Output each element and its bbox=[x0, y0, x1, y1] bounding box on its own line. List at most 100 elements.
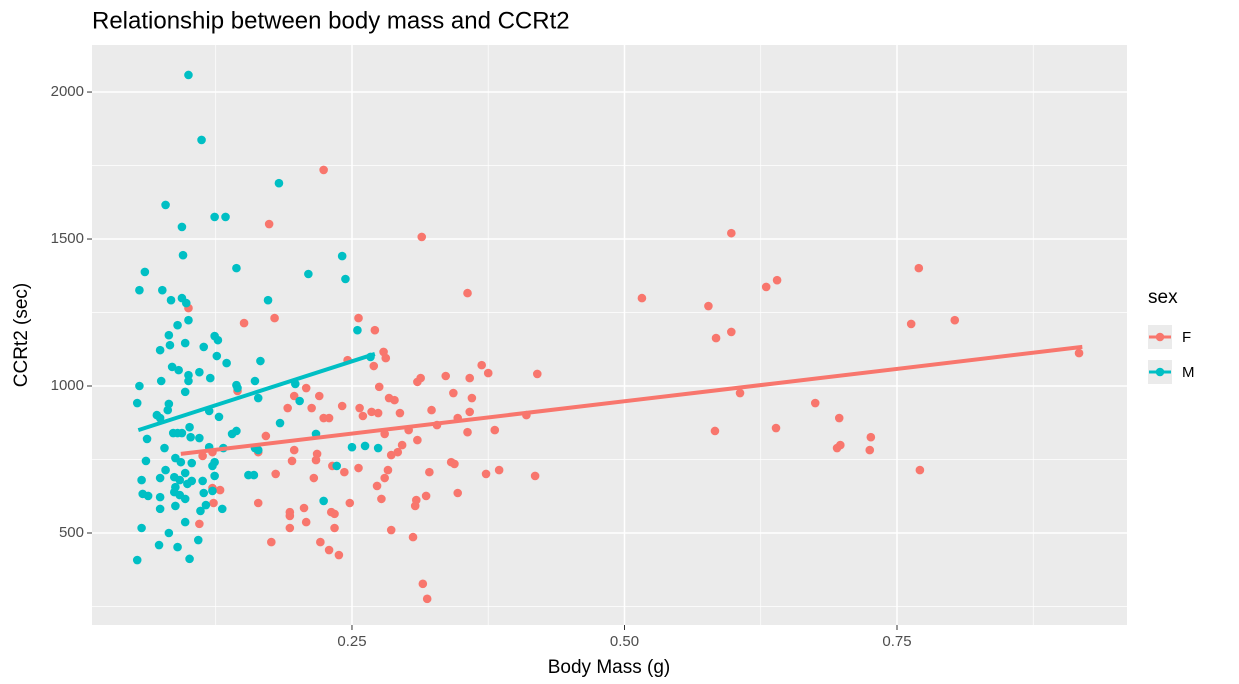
point bbox=[341, 274, 350, 284]
point bbox=[184, 370, 193, 380]
point bbox=[710, 426, 720, 436]
point bbox=[180, 494, 190, 504]
point bbox=[397, 440, 407, 450]
point bbox=[180, 517, 190, 527]
point bbox=[314, 391, 324, 401]
y-axis-label: CCRt2 (sec) bbox=[11, 283, 32, 388]
point bbox=[205, 373, 215, 383]
point bbox=[450, 459, 459, 469]
point bbox=[180, 387, 190, 397]
point bbox=[467, 393, 477, 403]
point bbox=[263, 295, 273, 305]
point bbox=[222, 358, 231, 368]
point bbox=[184, 376, 193, 386]
point bbox=[221, 212, 230, 222]
x-axis-label: Body Mass (g) bbox=[548, 657, 670, 678]
point bbox=[727, 228, 736, 238]
point bbox=[167, 362, 177, 372]
point bbox=[196, 506, 205, 516]
point bbox=[465, 373, 475, 383]
point bbox=[373, 443, 383, 453]
point bbox=[1074, 348, 1084, 358]
point bbox=[173, 542, 182, 552]
point bbox=[417, 232, 427, 242]
point bbox=[413, 435, 422, 445]
point bbox=[408, 532, 418, 542]
point bbox=[449, 388, 458, 398]
point bbox=[212, 351, 222, 361]
point bbox=[347, 442, 357, 452]
point bbox=[374, 382, 384, 392]
point bbox=[301, 517, 311, 527]
point bbox=[481, 469, 491, 479]
x-tick-label: 0.25 bbox=[337, 633, 366, 650]
point bbox=[915, 465, 925, 475]
point bbox=[253, 393, 263, 403]
point bbox=[185, 422, 194, 432]
y-tick-label: 500 bbox=[59, 524, 84, 541]
point bbox=[249, 470, 259, 480]
point bbox=[490, 425, 500, 435]
point bbox=[866, 432, 876, 442]
point bbox=[253, 498, 263, 508]
point bbox=[865, 445, 875, 455]
point bbox=[161, 465, 170, 475]
point bbox=[532, 369, 542, 379]
point bbox=[155, 492, 165, 502]
point bbox=[185, 554, 194, 564]
point bbox=[836, 440, 845, 450]
point bbox=[184, 70, 193, 80]
point bbox=[180, 468, 190, 478]
point bbox=[316, 537, 325, 547]
point bbox=[304, 269, 313, 279]
point bbox=[173, 428, 182, 438]
point bbox=[178, 250, 188, 260]
point bbox=[164, 528, 174, 538]
point bbox=[171, 501, 180, 511]
point bbox=[256, 356, 265, 366]
point bbox=[345, 498, 355, 508]
point bbox=[735, 388, 745, 398]
legend-label: F bbox=[1182, 329, 1191, 346]
point bbox=[174, 365, 183, 375]
point bbox=[395, 408, 405, 418]
point bbox=[319, 165, 328, 175]
point bbox=[704, 301, 713, 311]
legend-label: M bbox=[1182, 364, 1195, 381]
point bbox=[332, 461, 342, 471]
point bbox=[267, 537, 276, 547]
point bbox=[199, 342, 209, 352]
point bbox=[156, 376, 166, 386]
point bbox=[232, 263, 241, 273]
x-tick-label: 0.75 bbox=[882, 633, 911, 650]
point bbox=[154, 540, 164, 550]
point bbox=[132, 398, 142, 408]
point bbox=[324, 545, 334, 555]
point bbox=[369, 361, 379, 371]
point bbox=[283, 403, 292, 413]
point bbox=[155, 504, 165, 514]
point bbox=[261, 431, 271, 441]
point bbox=[393, 447, 403, 457]
point bbox=[208, 486, 217, 496]
point bbox=[377, 494, 386, 504]
point bbox=[177, 222, 187, 232]
point bbox=[494, 465, 504, 475]
point bbox=[165, 340, 175, 350]
point bbox=[270, 313, 279, 323]
point bbox=[383, 465, 393, 475]
point bbox=[209, 498, 218, 508]
point bbox=[183, 479, 192, 489]
point bbox=[358, 411, 368, 421]
legend-title: sex bbox=[1148, 287, 1178, 308]
point bbox=[250, 376, 260, 386]
point bbox=[193, 535, 203, 545]
point bbox=[137, 523, 146, 533]
point bbox=[418, 579, 428, 589]
point bbox=[195, 519, 204, 529]
point bbox=[810, 398, 820, 408]
point bbox=[422, 594, 432, 604]
point bbox=[637, 293, 647, 303]
point bbox=[253, 445, 263, 455]
